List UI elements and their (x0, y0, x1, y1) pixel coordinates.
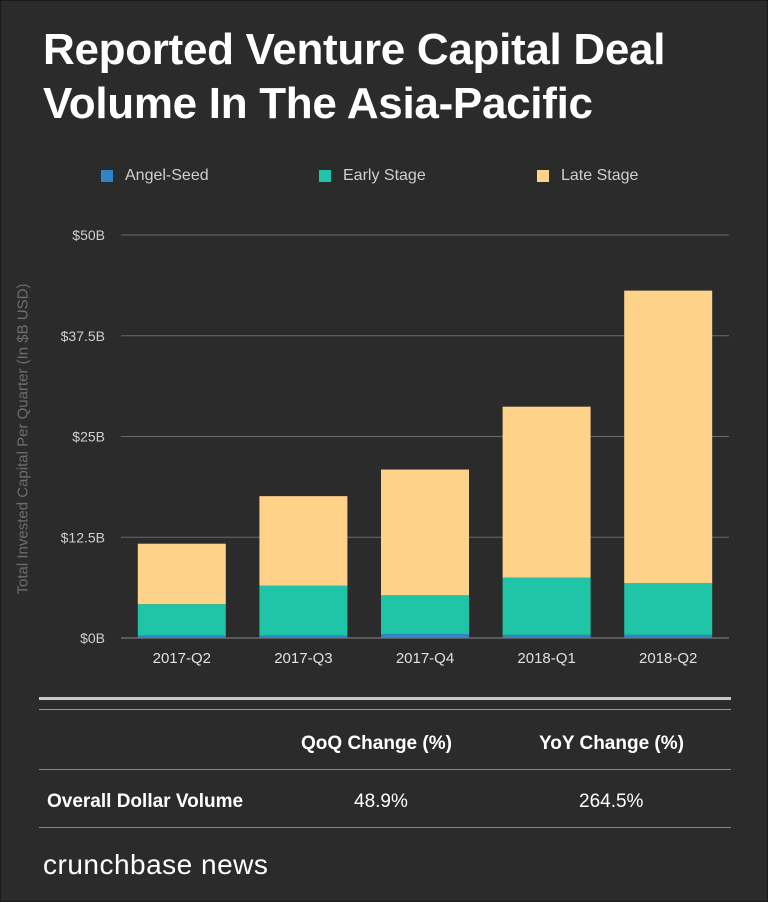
bar-angel-seed (502, 634, 591, 638)
page-title: Reported Venture Capital Deal Volume In … (43, 25, 666, 128)
x-tick-label: 2018-Q1 (517, 650, 575, 667)
bar-angel-seed (381, 633, 469, 638)
legend-label-angel-seed: Angel-Seed (125, 167, 209, 184)
table-header-qoq: QoQ Change (%) (301, 733, 452, 754)
x-tick-label: 2017-Q4 (396, 650, 454, 667)
x-tick-label: 2018-Q2 (639, 650, 697, 667)
bar-early-stage (381, 595, 469, 634)
table-divider (39, 769, 731, 770)
bar-late-stage (624, 290, 713, 584)
table-row-label: Overall Dollar Volume (47, 791, 244, 812)
bar-angel-seed (624, 634, 713, 638)
bar-late-stage (137, 543, 226, 605)
table-rule-second (39, 709, 731, 710)
y-tick-label: $25B (72, 429, 105, 445)
table-value-qoq: 48.9% (354, 791, 408, 812)
table-value-yoy: 264.5% (579, 791, 644, 812)
y-tick-label: $50B (72, 227, 105, 243)
bar-early-stage (502, 577, 591, 635)
y-tick-label: $0B (80, 630, 105, 646)
chart-legend: Angel-Seed Early Stage Late Stage (1, 167, 768, 191)
x-tick-label: 2017-Q2 (153, 650, 211, 667)
legend-item-early-stage: Early Stage (319, 167, 426, 185)
brand-logo: crunchbase news (43, 849, 269, 880)
bar-angel-seed (137, 635, 226, 638)
table-rule-top (39, 697, 731, 700)
bar-early-stage (137, 604, 226, 636)
table-header-yoy: YoY Change (%) (539, 733, 684, 754)
legend-item-angel-seed: Angel-Seed (101, 167, 209, 185)
stacked-bar-chart: $0B $12.5B $25B $37.5B $50B 2017-Q2 2017-Q3 201… (61, 227, 729, 667)
bar-late-stage (381, 469, 469, 596)
bar-late-stage (502, 406, 591, 578)
legend-label-late-stage: Late Stage (561, 167, 639, 184)
bar-late-stage (259, 496, 348, 586)
x-tick-label: 2017-Q3 (274, 650, 332, 667)
legend-swatch-early-stage (319, 170, 331, 182)
y-tick-label: $12.5B (61, 529, 105, 545)
bar-angel-seed (259, 635, 348, 638)
table-divider-bottom (39, 827, 731, 828)
legend-item-late-stage: Late Stage (537, 167, 638, 185)
legend-label-early-stage: Early Stage (343, 167, 426, 184)
legend-swatch-angel-seed (101, 170, 113, 182)
bar-early-stage (259, 585, 348, 636)
y-tick-label: $37.5B (61, 328, 105, 344)
legend-swatch-late-stage (537, 170, 549, 182)
bar-early-stage (624, 583, 713, 635)
